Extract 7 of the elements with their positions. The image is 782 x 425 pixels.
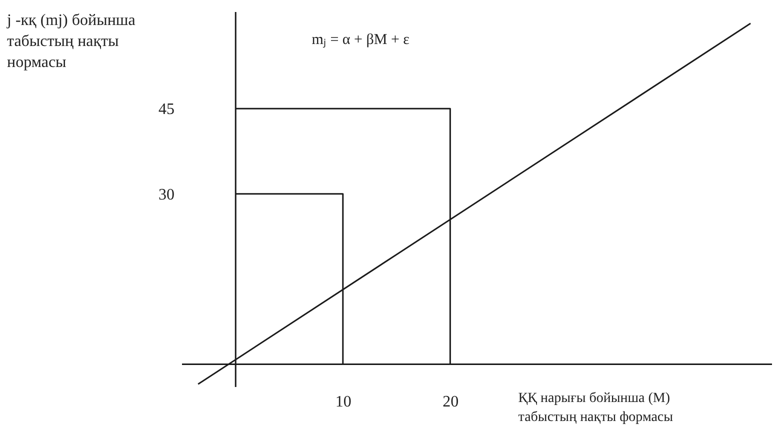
- x-tick-label: 20: [442, 394, 459, 410]
- y-axis-title: j -кқ (mj) бойынша табыстың нақты нормасы: [6, 12, 136, 71]
- x-axis-title: ҚҚ нарығы бойынша (М) табыстың нақты формасы: [518, 391, 674, 425]
- x-tick-label: 10: [335, 394, 352, 410]
- annotation: mⱼ = α + βM + ε: [312, 32, 410, 48]
- y-tick-label: 30: [158, 186, 174, 204]
- y-tick-label: 45: [158, 101, 174, 118]
